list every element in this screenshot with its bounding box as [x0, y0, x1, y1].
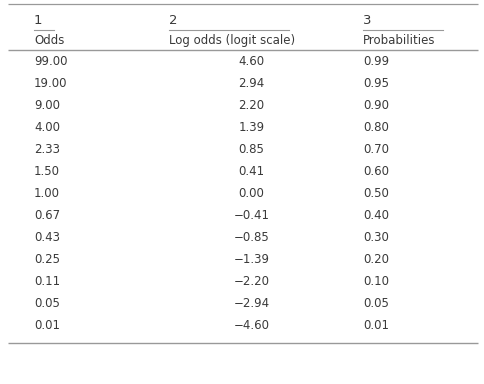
Text: 0.41: 0.41 — [239, 165, 265, 178]
Text: 1.00: 1.00 — [34, 187, 60, 200]
Text: 0.00: 0.00 — [239, 187, 265, 200]
Text: 3: 3 — [363, 14, 372, 27]
Text: 0.01: 0.01 — [34, 319, 60, 332]
Text: 0.30: 0.30 — [363, 231, 389, 244]
Text: 0.10: 0.10 — [363, 275, 389, 288]
Text: 19.00: 19.00 — [34, 77, 67, 90]
Text: 0.20: 0.20 — [363, 253, 389, 266]
Text: 4.60: 4.60 — [239, 55, 265, 68]
Text: 4.00: 4.00 — [34, 121, 60, 134]
Text: 0.70: 0.70 — [363, 143, 389, 156]
Text: 0.90: 0.90 — [363, 99, 389, 112]
Text: 0.01: 0.01 — [363, 319, 389, 332]
Text: −4.60: −4.60 — [234, 319, 270, 332]
Text: −2.20: −2.20 — [234, 275, 270, 288]
Text: 0.11: 0.11 — [34, 275, 60, 288]
Text: 99.00: 99.00 — [34, 55, 67, 68]
Text: 0.05: 0.05 — [34, 297, 60, 310]
Text: 0.60: 0.60 — [363, 165, 389, 178]
Text: 0.05: 0.05 — [363, 297, 389, 310]
Text: 0.67: 0.67 — [34, 209, 60, 222]
Text: 2.33: 2.33 — [34, 143, 60, 156]
Text: 0.80: 0.80 — [363, 121, 389, 134]
Text: 1: 1 — [34, 14, 43, 27]
Text: Log odds (logit scale): Log odds (logit scale) — [169, 34, 296, 47]
Text: −0.41: −0.41 — [234, 209, 270, 222]
Text: −2.94: −2.94 — [234, 297, 270, 310]
Text: 0.25: 0.25 — [34, 253, 60, 266]
Text: 0.40: 0.40 — [363, 209, 389, 222]
Text: 2.20: 2.20 — [239, 99, 265, 112]
Text: −0.85: −0.85 — [234, 231, 270, 244]
Text: 9.00: 9.00 — [34, 99, 60, 112]
Text: 0.95: 0.95 — [363, 77, 389, 90]
Text: 2.94: 2.94 — [239, 77, 265, 90]
Text: Probabilities: Probabilities — [363, 34, 436, 47]
Text: 2: 2 — [169, 14, 178, 27]
Text: 0.99: 0.99 — [363, 55, 389, 68]
Text: −1.39: −1.39 — [234, 253, 270, 266]
Text: 1.50: 1.50 — [34, 165, 60, 178]
Text: 1.39: 1.39 — [239, 121, 265, 134]
Text: Odds: Odds — [34, 34, 64, 47]
Text: 0.43: 0.43 — [34, 231, 60, 244]
Text: 0.50: 0.50 — [363, 187, 389, 200]
Text: 0.85: 0.85 — [239, 143, 265, 156]
